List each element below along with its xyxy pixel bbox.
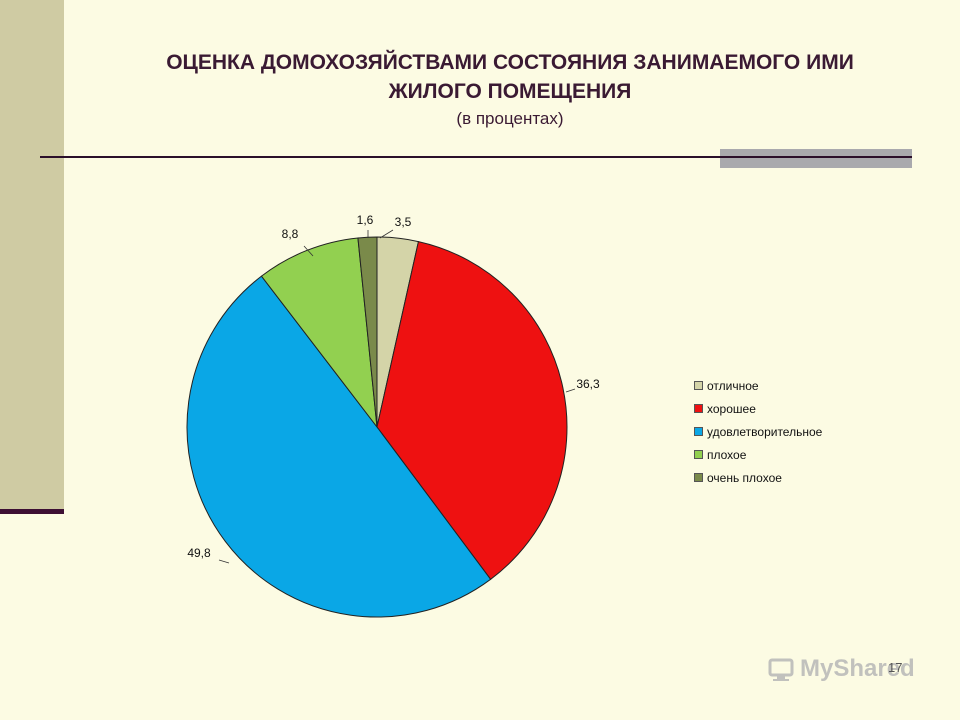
legend-item-excellent: отличное (694, 374, 822, 397)
value-label-satisfactory: 49,8 (187, 546, 211, 560)
leader-line-good (565, 388, 576, 393)
legend-label-very-poor: очень плохое (707, 470, 782, 485)
pie-slices (186, 236, 568, 618)
title-line-2: ЖИЛОГО ПОМЕЩЕНИЯ (388, 80, 632, 103)
watermark: MyShared (768, 655, 915, 683)
value-label-poor: 8,8 (282, 227, 299, 241)
pie-leader-lines (218, 229, 576, 564)
leader-line-excellent (379, 229, 394, 239)
pie-slice-satisfactory (186, 275, 492, 618)
legend-swatch-poor (694, 450, 703, 459)
watermark-logo-icon (768, 658, 794, 681)
header-gray-block (720, 149, 912, 168)
legend-swatch-excellent (694, 381, 703, 390)
legend-label-poor: плохое (707, 447, 747, 462)
value-label-excellent: 3,5 (395, 215, 412, 229)
pie-slice-poor (260, 237, 378, 429)
leader-line-satisfactory (218, 559, 230, 564)
pie-slice-good (376, 240, 568, 580)
title-line-1: ОЦЕНКА ДОМОХОЗЯЙСТВАМИ СОСТОЯНИЯ ЗАНИМАЕ… (166, 51, 854, 74)
slide-subtitle: (в процентах) (456, 109, 564, 128)
leader-line-poor (303, 245, 314, 257)
watermark-text: MyShared (800, 655, 915, 682)
chart-legend: отличное хорошее удовлетворительное плохое о… (694, 374, 822, 489)
legend-item-satisfactory: удовлетворительное (694, 420, 822, 443)
legend-swatch-very-poor (694, 473, 703, 482)
slide-title: ОЦЕНКА ДОМОХОЗЯЙСТВАМИ СОСТОЯНИЯ ЗАНИМАЕ… (80, 48, 940, 106)
legend-swatch-good (694, 404, 703, 413)
pie-slice-very-poor (357, 236, 378, 428)
legend-item-good: хорошее (694, 397, 822, 420)
left-bar-accent-line (0, 509, 64, 514)
legend-swatch-satisfactory (694, 427, 703, 436)
header-rule (40, 156, 912, 158)
legend-label-good: хорошее (707, 401, 756, 416)
pie-value-labels: 3,5 36,3 49,8 8,8 1,6 (187, 213, 600, 560)
value-label-very-poor: 1,6 (357, 213, 374, 227)
page-number: 17 (888, 660, 903, 675)
legend-label-excellent: отличное (707, 378, 759, 393)
legend-item-poor: плохое (694, 443, 822, 466)
value-label-good: 36,3 (576, 377, 600, 391)
legend-item-very-poor: очень плохое (694, 466, 822, 489)
left-decorative-bar (0, 0, 64, 512)
legend-label-satisfactory: удовлетворительное (707, 424, 823, 439)
